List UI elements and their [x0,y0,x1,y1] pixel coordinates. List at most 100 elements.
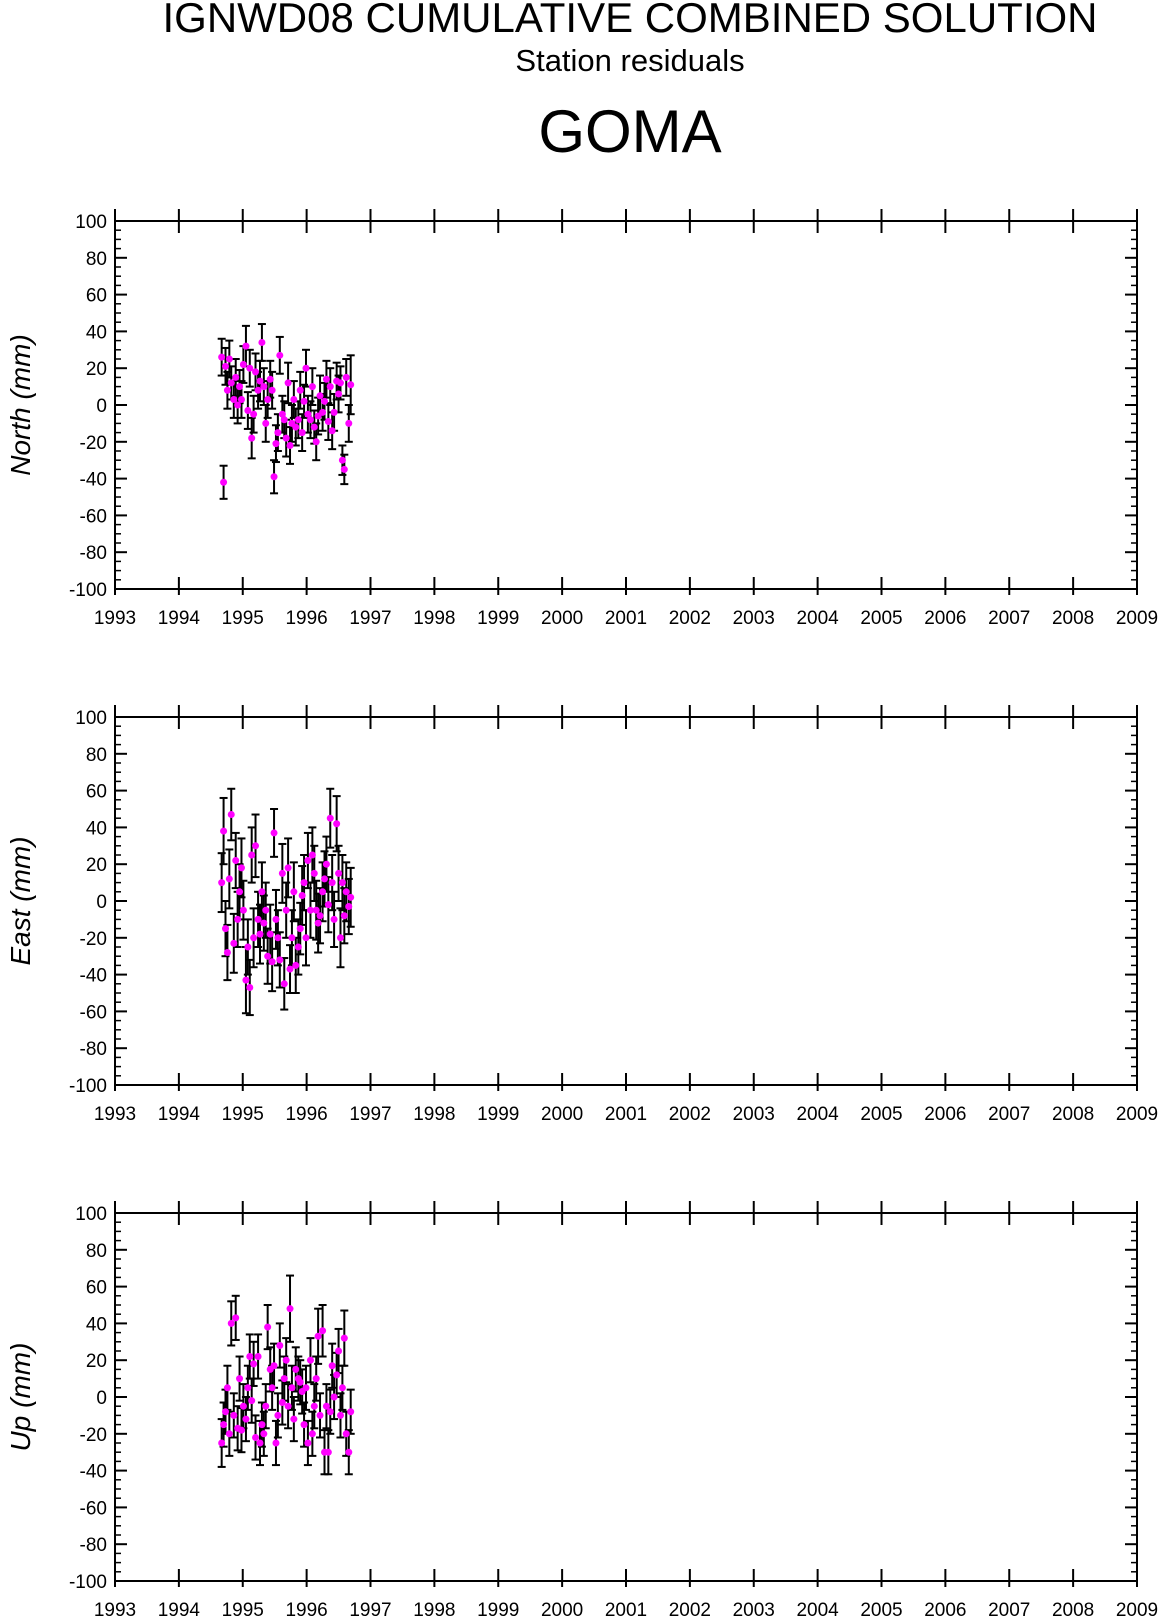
up-data-point [280,1375,288,1383]
north-data-point [272,440,280,448]
north-data-point [218,353,226,361]
up-data-point [223,1384,231,1392]
east-data-point [262,906,270,914]
east-data-point [324,901,332,909]
up-data-point [272,1439,280,1447]
up-x-tick-label: 1994 [158,1600,201,1621]
north-data-point [335,390,343,398]
east-y-tick-label: -100 [69,1076,107,1097]
east-data-point [225,875,233,883]
up-data-point [232,1314,240,1322]
north-data-point [280,416,288,424]
north-y-tick-label: 40 [86,322,107,343]
east-data-point [246,983,254,991]
up-y-tick-label: 100 [75,1204,107,1225]
north-data-point [258,338,266,346]
east-data-point [223,949,231,957]
east-y-tick-label: -80 [80,1039,107,1060]
east-data-point [321,875,329,883]
up-y-tick-label: -60 [80,1498,107,1519]
north-data-point [294,416,302,424]
east-data-point [306,906,314,914]
chart-subtitle: Station residuals [515,43,745,78]
up-data-point [237,1426,245,1434]
north-data-point [260,383,268,391]
up-data-point [314,1332,322,1340]
east-x-tick-label: 1994 [158,1104,201,1125]
north-data-point [239,361,247,369]
up-data-point [278,1399,286,1407]
east-plot-frame [114,716,1138,1086]
up-x-tick-label: 2001 [605,1600,647,1621]
north-y-tick-label: -20 [80,433,107,454]
east-data-point [222,925,230,933]
up-x-tick-label: 2002 [669,1600,711,1621]
east-data-point [282,906,290,914]
east-x-tick-label: 2009 [1116,1104,1158,1125]
up-x-tick-label: 1997 [349,1600,391,1621]
east-data-point [284,864,292,872]
north-data-point [302,364,310,372]
up-data-point [333,1371,341,1379]
north-y-tick-label: -100 [69,580,107,601]
east-data-point [308,851,316,859]
up-x-tick-label: 2005 [860,1600,902,1621]
east-data-point [347,893,355,901]
east-data-point [310,869,318,877]
east-data-point [236,888,244,896]
up-data-point [276,1341,284,1349]
east-data-point [322,860,330,868]
north-data-point [326,383,334,391]
up-x-tick-label: 2007 [988,1600,1030,1621]
north-x-tick-label: 2008 [1052,608,1094,629]
up-data-point [312,1375,320,1383]
north-data-point [274,429,282,437]
north-data-point [270,473,278,481]
north-data-point [336,379,344,387]
up-y-tick-label: -40 [80,1462,107,1483]
up-x-tick-label: 2003 [733,1600,775,1621]
east-data-point [268,958,276,966]
north-x-tick-label: 1997 [349,608,391,629]
north-y-tick-label: 20 [86,359,107,380]
east-data-point [296,925,304,933]
up-y-axis-label: Up (mm) [5,1343,36,1452]
east-data-point [340,912,348,920]
up-data-point [342,1430,350,1438]
north-x-tick-label: 2005 [860,608,902,629]
up-data-point [262,1402,270,1410]
east-data-point [333,820,341,828]
north-data-point [308,383,316,391]
east-y-tick-label: 100 [75,708,107,729]
north-data-point [312,438,320,446]
north-data-point [246,364,254,372]
up-data-point [316,1411,324,1419]
east-data-point [258,888,266,896]
east-data-point [345,903,353,911]
up-data-point [304,1439,312,1447]
up-y-tick-label: -100 [69,1572,107,1593]
east-data-point [248,851,256,859]
east-data-point [272,915,280,923]
east-x-tick-label: 2003 [733,1104,775,1125]
east-x-tick-label: 2007 [988,1104,1030,1125]
east-data-point [274,934,282,942]
east-data-point [335,869,343,877]
east-y-tick-label: 0 [96,892,107,913]
up-data-point [250,1360,258,1368]
east-data-point [218,879,226,887]
north-data-point [338,456,346,464]
east-x-tick-label: 1998 [413,1104,455,1125]
north-data-point [237,395,245,403]
east-x-tick-label: 1996 [285,1104,327,1125]
north-data-point [347,381,355,389]
up-data-point [270,1362,278,1370]
up-data-point [220,1421,228,1429]
east-data-point [239,906,247,914]
up-x-tick-label: 2008 [1052,1600,1094,1621]
east-data-point [250,934,258,942]
up-x-tick-label: 1999 [477,1600,519,1621]
up-data-point [326,1408,334,1416]
north-data-point [324,418,332,426]
east-x-tick-label: 2000 [541,1104,583,1125]
